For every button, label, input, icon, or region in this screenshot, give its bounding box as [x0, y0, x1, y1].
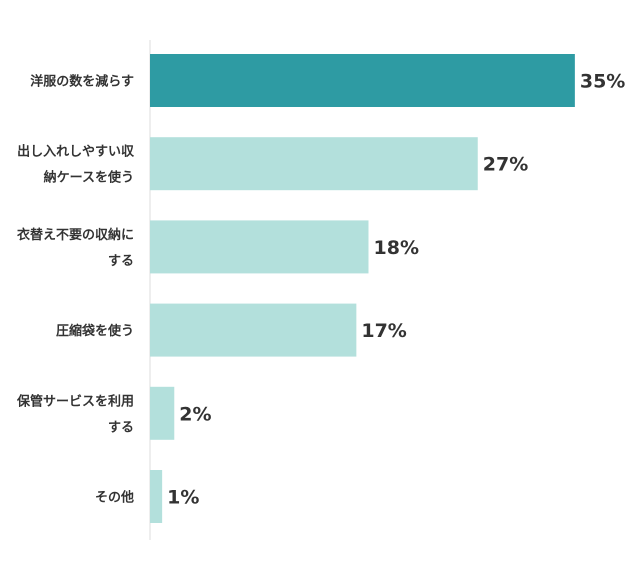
- value-label-5: 2%: [179, 403, 211, 425]
- value-label-1: 35%: [580, 71, 625, 93]
- bar-6: [150, 470, 163, 523]
- bar-4: [150, 303, 357, 357]
- bar-1: [150, 54, 575, 107]
- category-label-line: その他: [95, 490, 134, 506]
- category-label-1: 洋服の数を減らす: [30, 74, 134, 90]
- category-label-line: 保管サービスを利用: [16, 393, 134, 409]
- category-label-line: 洋服の数を減らす: [30, 74, 134, 90]
- category-label-line: 衣替え不要の収納に: [17, 227, 134, 243]
- category-label-line: 圧縮袋を使う: [56, 323, 134, 339]
- value-label-6: 1%: [167, 487, 199, 509]
- category-label-line: 出し入れしやすい収: [17, 144, 135, 160]
- bar-5: [150, 386, 175, 440]
- bar-3: [150, 220, 369, 274]
- category-label-6: その他: [95, 490, 134, 506]
- category-label-line: する: [108, 420, 134, 435]
- category-label-line: 納ケースを使う: [44, 170, 134, 186]
- category-label-3: 衣替え不要の収納にする: [17, 227, 134, 269]
- value-label-2: 27%: [483, 154, 528, 176]
- category-label-5: 保管サービスを利用する: [16, 393, 134, 435]
- category-label-4: 圧縮袋を使う: [56, 323, 134, 339]
- category-label-line: する: [108, 254, 134, 269]
- category-label-2: 出し入れしやすい収納ケースを使う: [17, 144, 135, 186]
- bar-2: [150, 137, 478, 191]
- value-label-4: 17%: [361, 320, 406, 342]
- value-label-3: 18%: [374, 237, 419, 259]
